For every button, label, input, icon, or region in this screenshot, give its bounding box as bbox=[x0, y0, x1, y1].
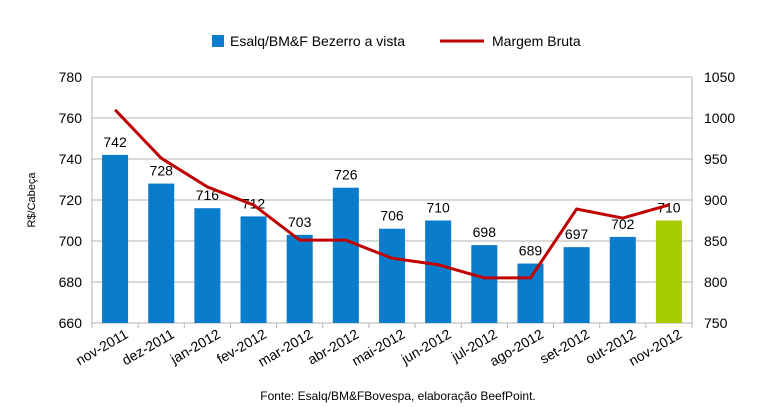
bar bbox=[194, 208, 221, 323]
data-label: 703 bbox=[288, 214, 312, 230]
bar bbox=[148, 183, 175, 323]
line-margem-bruta bbox=[113, 108, 670, 280]
y-tick-label: 760 bbox=[59, 110, 83, 126]
data-label: 710 bbox=[657, 200, 681, 216]
bar bbox=[379, 228, 405, 323]
y2-tick-label: 850 bbox=[704, 233, 728, 249]
y2-tick-label: 800 bbox=[704, 274, 728, 290]
data-label: 726 bbox=[334, 167, 358, 183]
y-tick-label: 780 bbox=[59, 69, 83, 85]
bar bbox=[102, 154, 129, 323]
y-tick-label: 700 bbox=[59, 233, 83, 249]
y-tick-label: 680 bbox=[59, 274, 83, 290]
x-tick-label: ago-2012 bbox=[487, 326, 546, 370]
x-tick-label: jun-2012 bbox=[398, 326, 454, 368]
bar bbox=[332, 187, 359, 323]
y-tick-label: 740 bbox=[59, 151, 83, 167]
x-tick-label: set-2012 bbox=[537, 326, 592, 367]
y2-tick-label: 750 bbox=[704, 315, 728, 331]
bar bbox=[655, 220, 682, 323]
data-label: 702 bbox=[611, 216, 635, 232]
y-axis-label: R$/Cabeça bbox=[26, 172, 38, 228]
x-tick-label: jan-2012 bbox=[167, 326, 223, 368]
bar bbox=[425, 220, 452, 323]
bar bbox=[563, 247, 590, 323]
data-label: 728 bbox=[150, 163, 174, 179]
y-tick-label: 720 bbox=[59, 192, 83, 208]
x-tick-label: mai-2012 bbox=[349, 326, 408, 369]
legend-line-label: Margem Bruta bbox=[492, 33, 581, 49]
y2-tick-label: 1050 bbox=[704, 69, 735, 85]
data-label: 710 bbox=[426, 200, 450, 216]
bar bbox=[240, 216, 267, 323]
y2-tick-label: 900 bbox=[704, 192, 728, 208]
data-label: 742 bbox=[103, 134, 127, 150]
y2-tick-label: 950 bbox=[704, 151, 728, 167]
x-tick-label: nov-2012 bbox=[626, 326, 685, 369]
bar bbox=[517, 263, 544, 323]
x-tick-label: nov-2011 bbox=[73, 326, 131, 369]
y-tick-label: 660 bbox=[59, 315, 83, 331]
data-label: 706 bbox=[380, 208, 404, 224]
data-label: 698 bbox=[473, 224, 497, 240]
bar bbox=[286, 234, 313, 323]
source-note: Fonte: Esalq/BM&FBovespa, elaboração Bee… bbox=[260, 389, 536, 403]
y2-tick-label: 1000 bbox=[704, 110, 735, 126]
data-label: 697 bbox=[565, 226, 589, 242]
legend-bar-label: Esalq/BM&F Bezerro a vista bbox=[230, 33, 405, 49]
legend-bar-swatch bbox=[212, 35, 224, 47]
data-label: 689 bbox=[519, 243, 543, 259]
x-tick-label: dez-2011 bbox=[119, 326, 177, 369]
bar bbox=[471, 245, 498, 323]
bar bbox=[609, 236, 636, 323]
data-label: 716 bbox=[196, 187, 220, 203]
